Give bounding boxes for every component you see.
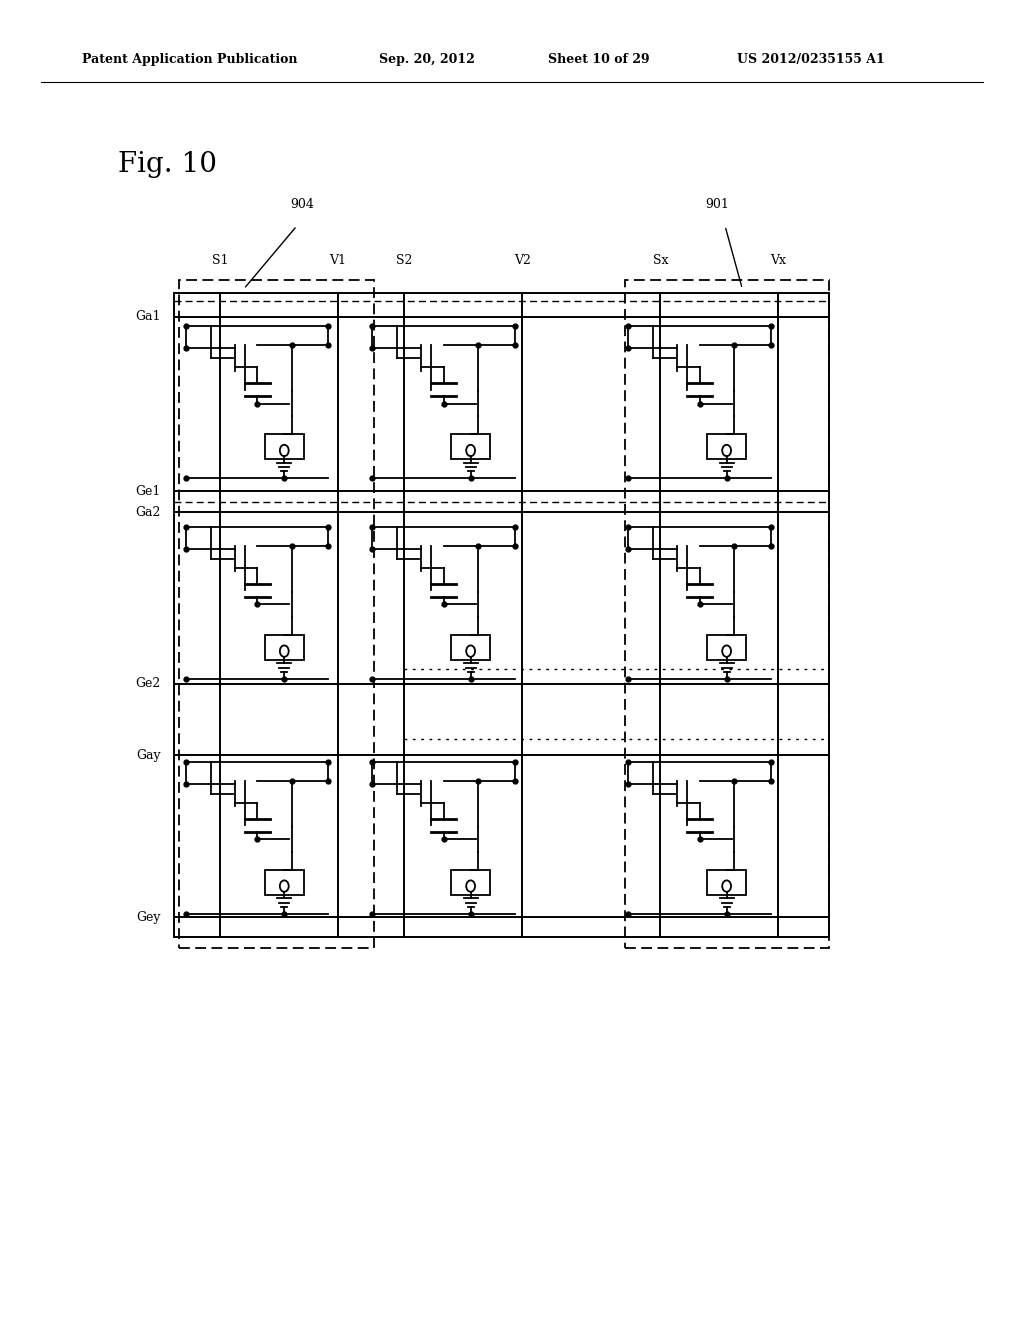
Text: Ga2: Ga2 (135, 506, 161, 519)
Bar (451, 635, 490, 660)
Text: Ga1: Ga1 (135, 310, 161, 323)
Text: 901: 901 (705, 198, 729, 211)
Text: Vx: Vx (770, 253, 786, 267)
Bar (451, 870, 490, 895)
Text: Patent Application Publication: Patent Application Publication (82, 53, 297, 66)
Text: V1: V1 (330, 253, 346, 267)
Bar (451, 434, 490, 459)
Bar (707, 635, 746, 660)
Bar (707, 870, 746, 895)
Text: V2: V2 (514, 253, 530, 267)
Bar (264, 434, 304, 459)
Text: 904: 904 (290, 198, 314, 211)
Text: S1: S1 (212, 253, 228, 267)
Text: Ge2: Ge2 (135, 677, 161, 690)
Text: Ge1: Ge1 (135, 484, 161, 498)
Text: Sep. 20, 2012: Sep. 20, 2012 (379, 53, 475, 66)
Bar (264, 635, 304, 660)
Bar (179, 280, 374, 948)
Text: Sheet 10 of 29: Sheet 10 of 29 (548, 53, 649, 66)
Text: Gay: Gay (136, 748, 161, 762)
Bar (264, 870, 304, 895)
Text: US 2012/0235155 A1: US 2012/0235155 A1 (737, 53, 885, 66)
Bar (707, 434, 746, 459)
Text: Gey: Gey (136, 911, 161, 924)
Bar (174, 293, 829, 937)
Text: Fig. 10: Fig. 10 (118, 152, 217, 178)
Text: Sx: Sx (652, 253, 669, 267)
Text: S2: S2 (396, 253, 413, 267)
Bar (625, 280, 829, 948)
